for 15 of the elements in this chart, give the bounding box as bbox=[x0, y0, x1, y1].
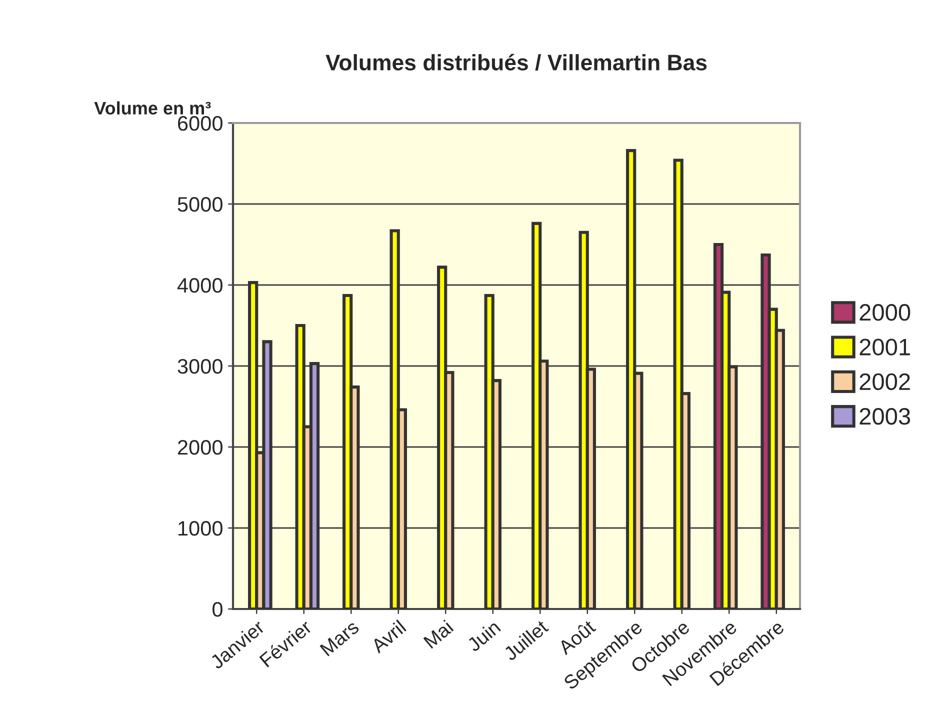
x-tick-label: Juin bbox=[466, 620, 502, 652]
y-tick-label: 5000 bbox=[178, 197, 222, 212]
x-tick-label: Mai bbox=[422, 620, 454, 649]
y-tick-label: 2000 bbox=[178, 440, 222, 455]
y-tick-label: 6000 bbox=[178, 116, 222, 131]
legend-label: 2001 bbox=[860, 338, 910, 356]
legend-label: 2002 bbox=[860, 373, 910, 390]
legend-label: 2003 bbox=[860, 408, 910, 425]
chart-title: Volumes distribués / Villemartin Bas bbox=[326, 54, 707, 71]
y-tick-label: 4000 bbox=[177, 278, 222, 293]
legend-label: 2000 bbox=[860, 304, 910, 321]
y-tick-label: 1000 bbox=[178, 521, 222, 536]
y-axis-title: Volume en m³ bbox=[94, 101, 211, 115]
y-tick-label: 3000 bbox=[178, 359, 222, 374]
y-tick-label: 0 bbox=[212, 602, 222, 617]
